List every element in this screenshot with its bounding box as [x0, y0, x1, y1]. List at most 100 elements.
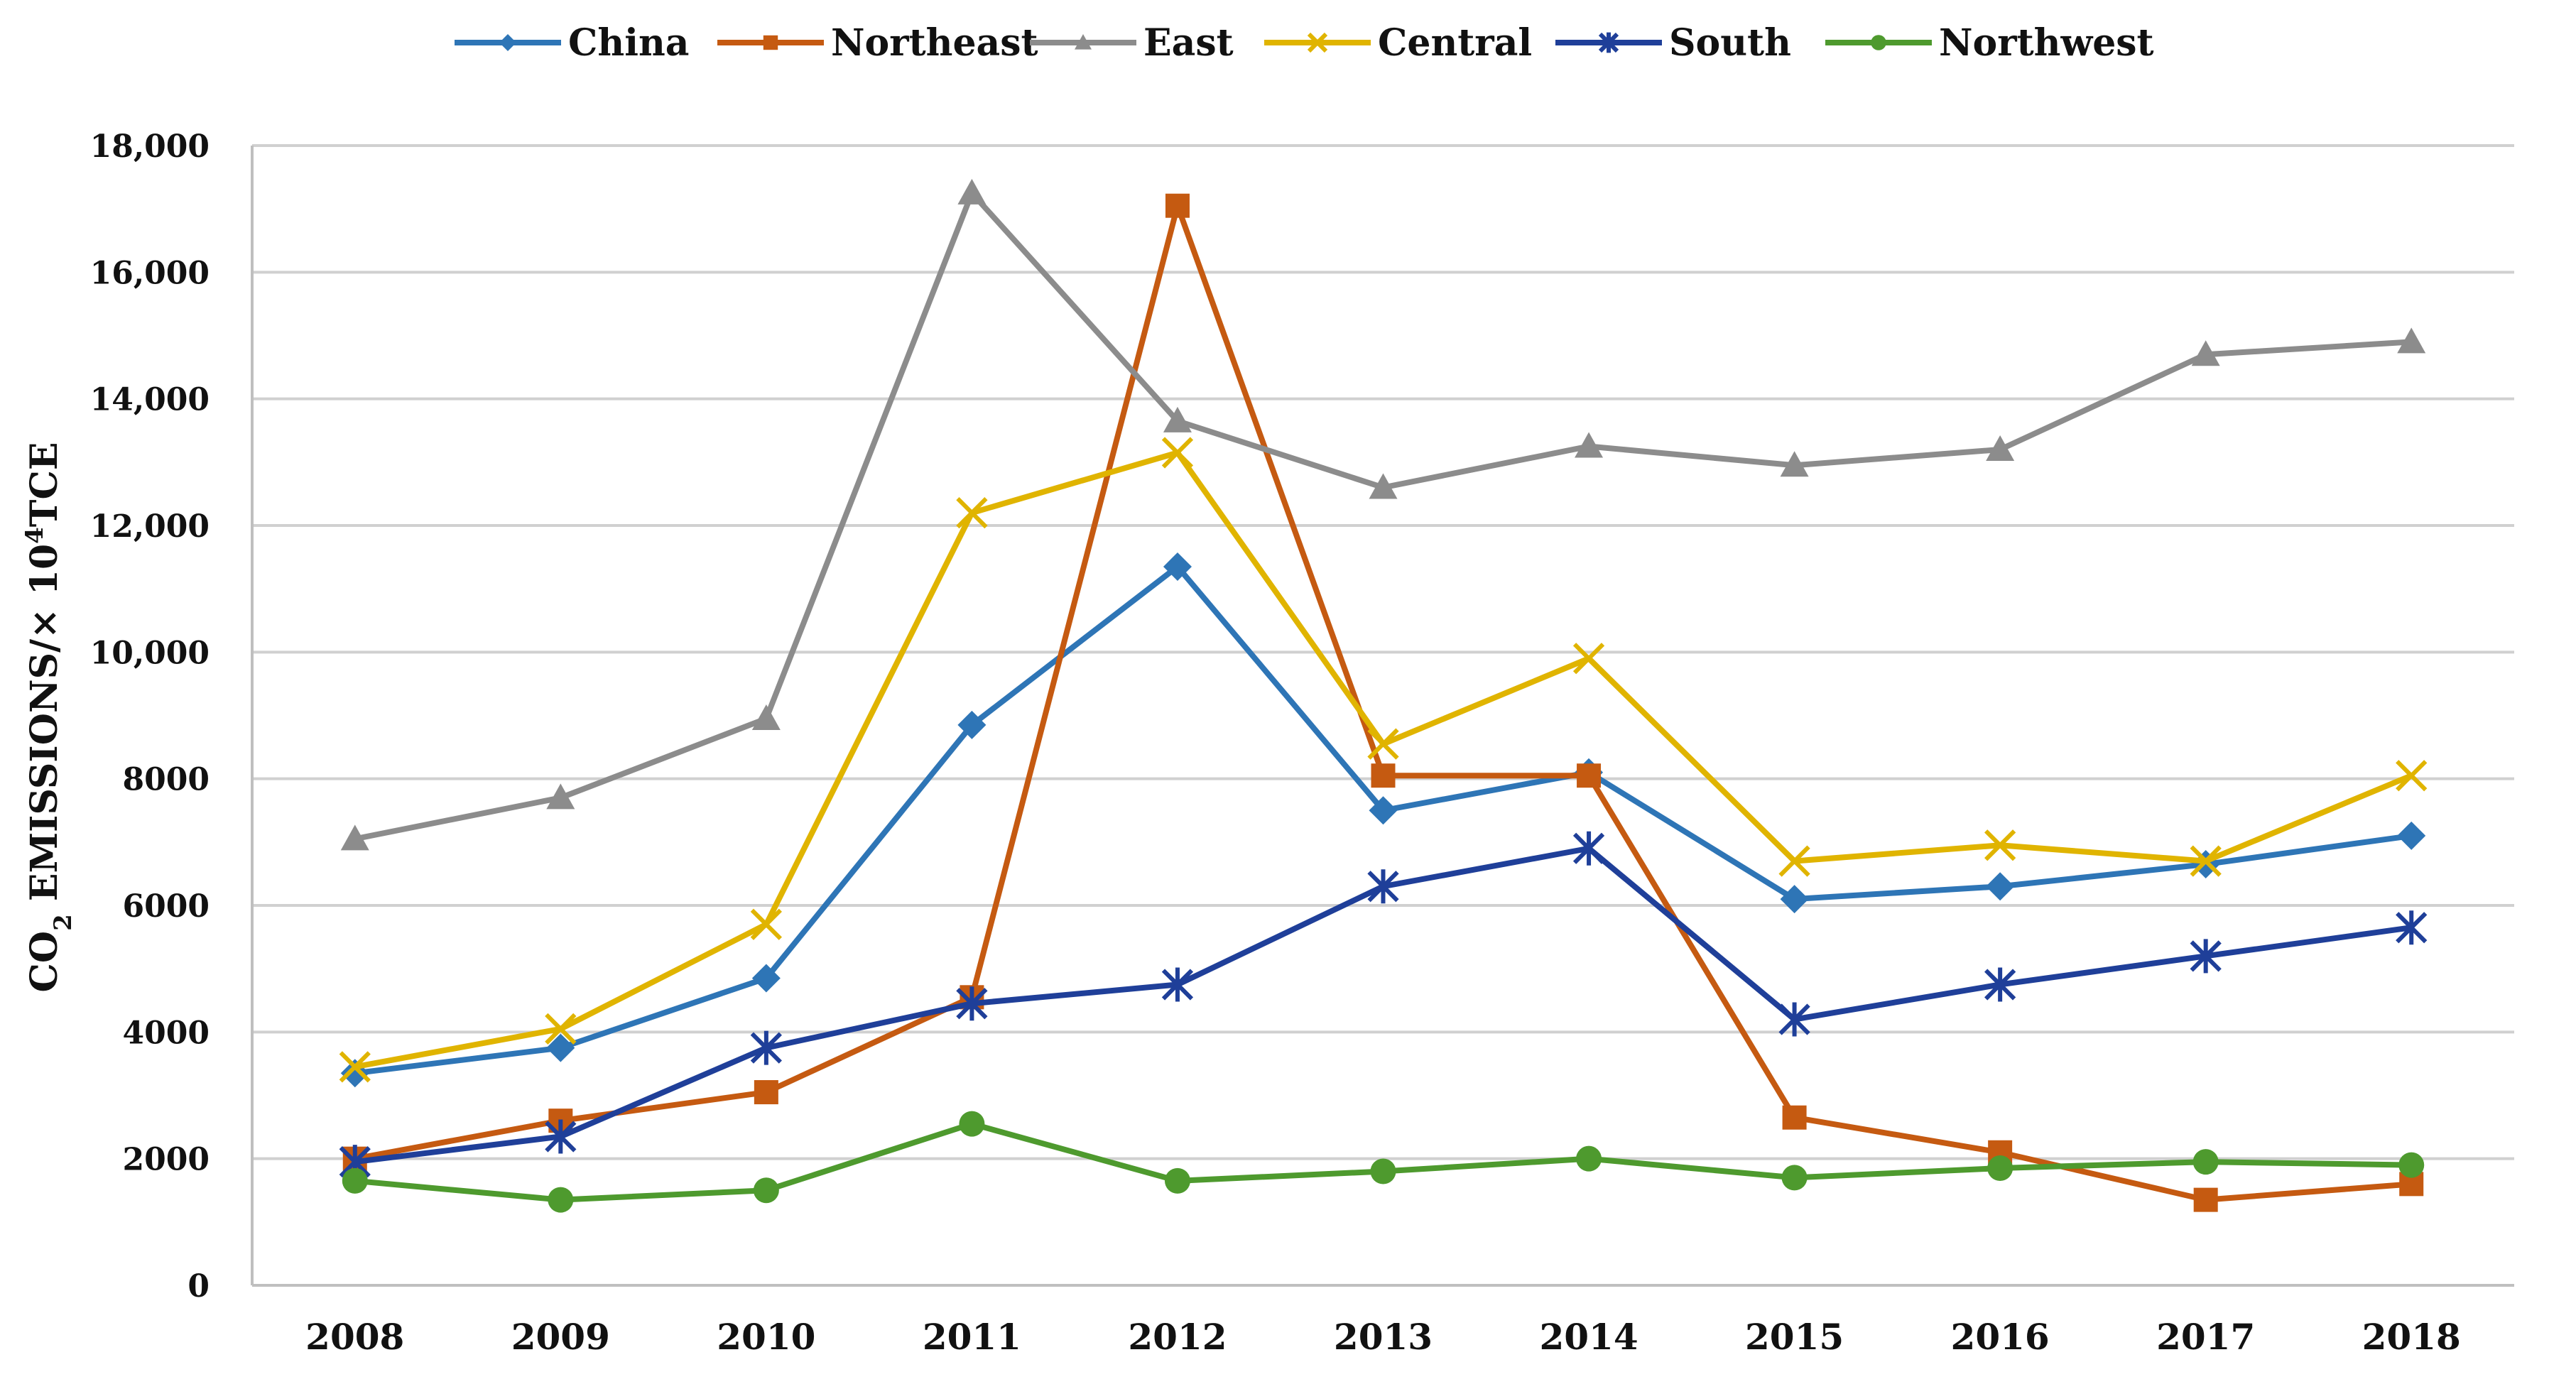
- data-point: [1780, 451, 1809, 477]
- data-point: [1576, 1145, 1602, 1172]
- data-point: [2396, 910, 2428, 945]
- x-tick-label: 2011: [923, 1316, 1021, 1358]
- data-point: [750, 908, 782, 940]
- data-point: [1778, 1002, 1810, 1037]
- data-point: [2397, 327, 2426, 354]
- series-central: [339, 437, 2428, 1083]
- data-point: [1780, 885, 1809, 914]
- data-point: [1370, 1158, 1396, 1184]
- y-axis-label: CO2 EMISSIONS/× 104TCE: [21, 442, 77, 992]
- y-tick-label: 8000: [123, 762, 210, 798]
- data-point: [1984, 829, 2016, 861]
- x-tick-label: 2015: [1745, 1316, 1844, 1358]
- legend-item-central: Central: [1264, 21, 1532, 65]
- data-point: [342, 1167, 368, 1194]
- data-point: [1575, 432, 1604, 458]
- x-tick-label: 2008: [305, 1316, 404, 1358]
- legend-label: Central: [1378, 21, 1532, 65]
- series-northwest: [342, 1111, 2425, 1213]
- y-axis-label-subscript: 2: [49, 914, 77, 931]
- data-point: [2193, 1187, 2218, 1212]
- data-point: [751, 964, 781, 993]
- data-point: [2398, 1152, 2425, 1178]
- data-point: [340, 824, 369, 851]
- x-tick-label: 2016: [1951, 1316, 2050, 1358]
- data-point: [956, 986, 988, 1021]
- series-lines: [339, 178, 2428, 1213]
- data-point: [1369, 473, 1398, 499]
- y-axis-label-superscript: 4: [21, 527, 49, 544]
- y-tick-label: 0: [188, 1268, 210, 1304]
- y-tick-label: 12,000: [90, 508, 210, 545]
- data-point: [1871, 35, 1886, 50]
- data-point: [1164, 1167, 1190, 1194]
- legend-item-northwest: Northwest: [1825, 21, 2154, 65]
- legend-label: East: [1143, 21, 1234, 65]
- legend-label: Northwest: [1939, 21, 2154, 65]
- data-point: [1782, 1105, 1807, 1130]
- legend-item-china: China: [455, 21, 689, 65]
- data-point: [957, 178, 987, 205]
- data-point: [1307, 32, 1328, 53]
- legend-item-northeast: Northeast: [717, 21, 1038, 65]
- data-point: [546, 1033, 575, 1062]
- data-point: [1572, 643, 1605, 675]
- data-point: [753, 1177, 779, 1204]
- data-point: [546, 783, 575, 810]
- data-point: [1986, 435, 2015, 461]
- data-point: [2192, 1149, 2219, 1175]
- data-point: [750, 1030, 782, 1065]
- data-point: [1367, 728, 1399, 760]
- legend-label: South: [1669, 21, 1791, 65]
- y-tick-label: 2000: [123, 1142, 210, 1178]
- data-point: [2190, 939, 2222, 974]
- series-line: [352, 202, 2415, 1203]
- data-point: [1371, 763, 1396, 788]
- series-south: [339, 831, 2428, 1180]
- data-point: [1778, 845, 1810, 877]
- data-point: [339, 1051, 371, 1083]
- y-tick-label: 18,000: [90, 129, 210, 165]
- data-point: [1163, 406, 1192, 432]
- data-point: [1986, 872, 2015, 901]
- data-point: [1598, 32, 1619, 53]
- legend-label: Northeast: [831, 21, 1038, 65]
- x-tick-label: 2017: [2156, 1316, 2255, 1358]
- y-axis-ticks: 0 2000 4000 6000 8000 10,000 12,000 14,000 16,00…: [90, 129, 210, 1304]
- data-point: [1984, 967, 2016, 1002]
- legend: China Northeast East Central South Northwest: [455, 21, 2154, 65]
- legend-label: China: [568, 21, 689, 65]
- data-point: [1781, 1165, 1808, 1191]
- series-east: [340, 178, 2426, 851]
- data-point: [763, 35, 778, 50]
- legend-item-south: South: [1555, 21, 1791, 65]
- x-tick-label: 2012: [1128, 1316, 1227, 1358]
- data-point: [2190, 845, 2222, 877]
- data-point: [2396, 760, 2428, 792]
- data-point: [1161, 967, 1194, 1002]
- data-point: [1075, 34, 1092, 50]
- x-tick-label: 2009: [511, 1316, 610, 1358]
- y-axis-label-unit: TCE: [23, 442, 66, 527]
- data-point: [545, 1119, 577, 1154]
- y-tick-label: 16,000: [90, 255, 210, 291]
- data-point: [548, 1187, 574, 1213]
- data-point: [2397, 821, 2426, 850]
- data-point: [1367, 869, 1399, 904]
- x-tick-label: 2018: [2362, 1316, 2461, 1358]
- x-tick-label: 2014: [1539, 1316, 1638, 1358]
- series-northeast: [342, 193, 2424, 1212]
- data-point: [1165, 193, 1190, 218]
- data-point: [957, 710, 987, 739]
- y-axis-label-main: CO: [23, 931, 66, 993]
- x-tick-label: 2010: [717, 1316, 815, 1358]
- y-tick-label: 4000: [123, 1015, 210, 1051]
- data-point: [1577, 763, 1602, 788]
- x-tick-label: 2013: [1334, 1316, 1433, 1358]
- data-point: [754, 1080, 778, 1105]
- legend-item-east: East: [1030, 21, 1234, 65]
- y-tick-label: 14,000: [90, 382, 210, 418]
- data-point: [1161, 437, 1194, 469]
- data-point: [751, 704, 781, 730]
